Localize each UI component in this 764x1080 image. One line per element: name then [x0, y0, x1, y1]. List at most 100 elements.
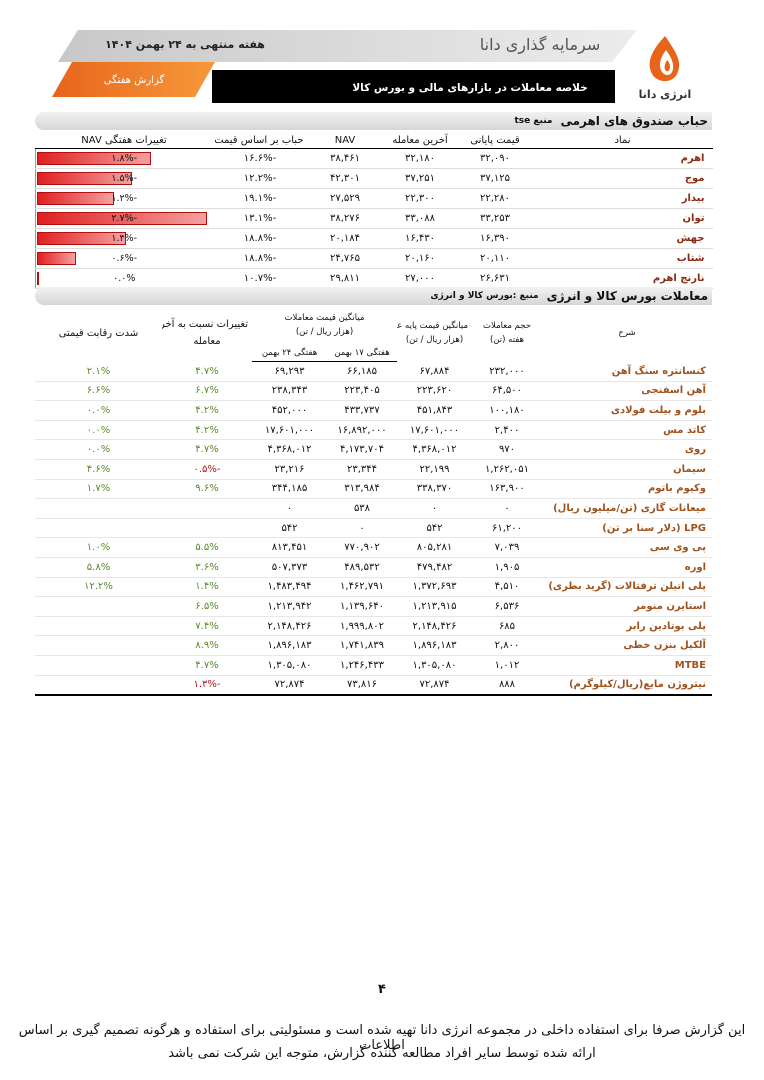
cell: ۱,۷۴۱,۸۳۹: [327, 635, 397, 656]
commodity-row: کنسانتره سنگ آهن ۲۳۲,۰۰۰ ۶۷,۸۸۴ ۶۶,۱۸۵ ۶۹,۲۹…: [35, 361, 712, 382]
cell: ۴۵۲,۰۰۰: [252, 400, 327, 421]
fund-row: اهرم ۳۲,۰۹۰ ۳۲,۱۸۰ ۳۸,۴۶۱ -۱۶.۶% -۱.۸%: [35, 148, 713, 169]
data-bar: [37, 232, 127, 245]
fund-row: جهش ۱۶,۳۹۰ ۱۶,۴۳۰ ۲۰,۱۸۴ -۱۸.۸% -۱.۴%: [35, 228, 713, 249]
cell: [35, 616, 162, 637]
cell: -۰.۵%: [162, 459, 252, 480]
cell: ۶.۷%: [162, 381, 252, 402]
commodity-name: MTBE: [542, 655, 712, 676]
cell: -۱۹.۱%: [212, 188, 308, 209]
cell: ۵۰۷,۳۷۳: [252, 557, 327, 578]
commodity-name: استایرن منومر: [542, 596, 712, 617]
col-header: حجم معاملات هفته (تن): [472, 305, 542, 362]
commodity-name: میعانات گازی (تن/میلیون ریال): [542, 498, 712, 519]
cell: ۰: [397, 498, 472, 519]
data-bar: [37, 152, 151, 165]
col-header: تغییرات هفتگی NAV: [35, 132, 213, 149]
cell: ۲۰,۱۱۰: [457, 248, 533, 269]
commodities-table: شرح حجم معاملات هفته (تن) میانگین قیمت پا…: [35, 305, 712, 697]
nav-change-label: -۱.۲%: [111, 193, 138, 204]
commodity-name: آهن اسفنجی: [542, 381, 712, 402]
cell: ۳۸,۲۷۶: [307, 208, 383, 229]
fund-row: توان ۳۳,۲۵۳ ۳۳,۰۸۸ ۳۸,۲۷۶ -۱۳.۱% -۲.۷%: [35, 208, 713, 229]
fund-name: نارنج اهرم: [532, 268, 713, 289]
funds-table: نماد قیمت پایانی آخرین معامله NAV حباب بر اس…: [35, 132, 713, 289]
cell: -۱۲.۲%: [212, 168, 308, 189]
cell: ۴.۲%: [162, 420, 252, 441]
cell: ۴,۱۷۳,۷۰۴: [327, 439, 397, 460]
page-number: ۴: [378, 982, 386, 997]
col-header-line: هفته (تن): [489, 335, 525, 346]
fund-row: بیدار ۲۲,۲۸۰ ۲۲,۳۰۰ ۲۷,۵۲۹ -۱۹.۱% -۱.۲%: [35, 188, 713, 209]
cell: ۲,۱۴۸,۴۲۶: [252, 616, 327, 637]
cell: ۱,۲۶۲,۰۵۱: [472, 459, 542, 480]
cell: ۲۳۲,۰۰۰: [472, 361, 542, 382]
cell: -۱۰.۷%: [212, 268, 308, 289]
col-header: شدت رقابت قیمتی: [58, 327, 139, 339]
commodity-name: نیتروژن مایع(ریال/کیلوگرم): [542, 675, 712, 696]
cell: ۰.۰%: [35, 400, 162, 421]
cell: ۱,۳۷۲,۶۹۳: [397, 577, 472, 598]
commodity-name: کاتد مس: [542, 420, 712, 441]
nav-change-label: -۰.۶%: [111, 253, 138, 264]
cell: ۲۲,۲۸۰: [457, 188, 533, 209]
cell: ۱,۸۹۶,۱۸۳: [252, 635, 327, 656]
commodity-name: پلی بوتادین رابر: [542, 616, 712, 637]
cell: ۰: [472, 498, 542, 519]
fund-row: موج ۳۷,۱۲۵ ۳۷,۲۵۱ ۴۲,۳۰۱ -۱۲.۲% -۱.۵%: [35, 168, 713, 189]
cell: ۷۳,۸۱۶: [327, 675, 397, 696]
cell: ۲۳۸,۳۴۳: [252, 381, 327, 402]
cell: ۱۶,۳۹۰: [457, 228, 533, 249]
cell: ۲۰,۱۶۰: [382, 248, 458, 269]
cell: ۲۶,۶۳۱: [457, 268, 533, 289]
cell: ۴.۷%: [162, 439, 252, 460]
cell: ۲.۱%: [35, 361, 162, 382]
cell: ۵.۵%: [162, 537, 252, 558]
nav-change-cell: -۲.۷%: [35, 208, 213, 229]
nav-change-label: -۱.۴%: [111, 233, 138, 244]
cell: ۱۶,۸۹۲,۰۰۰: [327, 420, 397, 441]
cell: ۴۳۳,۷۳۷: [327, 400, 397, 421]
cell: ۳۸,۴۶۱: [307, 148, 383, 169]
cell: ۱.۴%: [162, 577, 252, 598]
commodity-name: اوره: [542, 557, 712, 578]
col-header-line: (هزار ریال / تن): [295, 327, 354, 337]
cell: ۲۹,۸۱۱: [307, 268, 383, 289]
cell: ۸.۹%: [162, 635, 252, 656]
cell: ۳۲,۱۸۰: [382, 148, 458, 169]
cell: ۵۴۲: [397, 518, 472, 539]
data-bar: [37, 172, 133, 185]
commodity-row: بلوم و بیلت فولادی ۱۰۰,۱۸۰ ۴۵۱,۸۴۳ ۴۳۳,۷۳۷ ۴…: [35, 400, 712, 421]
report-title: خلاصه معاملات در بازارهای مالی و بورس کا…: [352, 82, 587, 94]
cell: ۰.۰%: [35, 420, 162, 441]
cell: ۴,۵۱۰: [472, 577, 542, 598]
header-row: هفتگی ۱۷ بهمن هفتگی ۲۴ بهمن: [35, 345, 712, 362]
col-header: هفتگی ۱۷ بهمن: [327, 345, 397, 362]
cell: [162, 518, 252, 539]
cell: ۱۷,۶۰۱,۰۰۰: [397, 420, 472, 441]
cell: ۲۷,۵۲۹: [307, 188, 383, 209]
cell: ۴۷۹,۴۸۲: [397, 557, 472, 578]
cell: ۵.۸%: [35, 557, 162, 578]
commodity-name: آلکیل بنزن خطی: [542, 635, 712, 656]
cell: ۱۶۳,۹۰۰: [472, 479, 542, 500]
nav-change-label: -۱.۵%: [111, 173, 138, 184]
commodity-name: روی: [542, 439, 712, 460]
commodity-row: روی ۹۷۰ ۴,۳۶۸,۰۱۲ ۴,۱۷۳,۷۰۴ ۴,۳۶۸,۰۱۲ ۴.۷% ۰.۰…: [35, 439, 712, 460]
commodities-title-bar: معاملات بورس کالا و انرژی منبع :بورس کال…: [35, 287, 712, 305]
cell: ۷,۰۳۹: [472, 537, 542, 558]
cell: ۳۱۳,۹۸۴: [327, 479, 397, 500]
cell: ۲۷,۰۰۰: [382, 268, 458, 289]
report-tab: [52, 62, 215, 97]
cell: ۱۰۰,۱۸۰: [472, 400, 542, 421]
cell: ۸۰۵,۲۸۱: [397, 537, 472, 558]
cell: ۱.۰%: [35, 537, 162, 558]
commodity-name: کنسانتره سنگ آهن: [542, 361, 712, 382]
cell: ۳۴۴,۱۸۵: [252, 479, 327, 500]
col-header-line: میانگین قیمت پایه عرضه: [397, 320, 468, 331]
commodity-row: پلی بوتادین رابر ۶۸۵ ۲,۱۴۸,۴۲۶ ۱,۹۹۹,۸۰۲ ۲,۱…: [35, 616, 712, 637]
cell: ۴۸۹,۵۳۲: [327, 557, 397, 578]
col-header: حباب بر اساس قیمت پایانی: [212, 132, 308, 149]
cell: ۹۷۰: [472, 439, 542, 460]
cell: ۶.۶%: [35, 381, 162, 402]
